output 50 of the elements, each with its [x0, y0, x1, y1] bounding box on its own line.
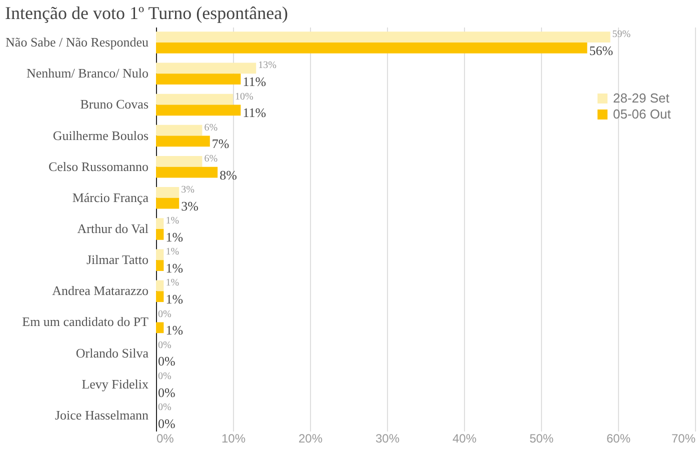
- y-tick-label: Nenhum/ Branco/ Nulo: [26, 66, 148, 81]
- data-label: 1%: [166, 278, 180, 289]
- data-label: 1%: [166, 246, 180, 258]
- data-label: 0%: [158, 402, 172, 414]
- data-label: 0%: [158, 340, 172, 351]
- y-tick-label: Guilherme Boulos: [52, 128, 148, 143]
- data-label: 1%: [166, 322, 184, 338]
- y-tick-label: Bruno Covas: [80, 96, 148, 112]
- y-tick-label: Levy Fidelix: [82, 376, 149, 392]
- data-label: 59%: [612, 29, 631, 40]
- x-tick-label: 40%: [452, 432, 477, 446]
- data-label: 3%: [181, 198, 199, 214]
- data-label: 11%: [242, 105, 266, 120]
- y-tick-label: Márcio França: [72, 190, 149, 205]
- x-tick-label: 30%: [375, 432, 400, 446]
- y-tick-label: Orlando Silva: [76, 345, 149, 360]
- y-tick-label: Joice Hasselmann: [54, 407, 149, 422]
- data-label: 1%: [166, 229, 184, 244]
- data-label: 0%: [158, 354, 176, 369]
- legend-label: 05-06 Out: [613, 106, 672, 122]
- data-label: 7%: [212, 136, 230, 152]
- data-label: 8%: [220, 167, 238, 182]
- x-tick-label: 50%: [529, 432, 554, 446]
- data-label: 1%: [166, 260, 184, 276]
- y-tick-label: Jilmar Tatto: [86, 252, 148, 268]
- data-label: 11%: [242, 74, 266, 90]
- legend-label: 28-29 Set: [613, 90, 670, 106]
- y-tick-label: Arthur do Val: [77, 221, 149, 236]
- y-tick-label: Em um candidato do PT: [22, 314, 149, 330]
- data-label: 3%: [181, 184, 194, 196]
- data-label: 0%: [158, 384, 176, 400]
- data-label: 6%: [204, 122, 218, 134]
- x-tick-label: 60%: [606, 432, 631, 446]
- data-label: 0%: [158, 370, 172, 382]
- data-label: 1%: [166, 216, 180, 227]
- data-label: 10%: [235, 91, 254, 102]
- data-label: 1%: [166, 292, 184, 307]
- data-label: 0%: [158, 416, 176, 431]
- data-label: 56%: [589, 42, 614, 58]
- x-tick-label: 70%: [671, 432, 696, 446]
- x-tick-label: 10%: [221, 432, 246, 446]
- data-label: 6%: [204, 153, 218, 164]
- y-tick-label: Andrea Matarazzo: [52, 283, 148, 298]
- data-label: 0%: [158, 308, 172, 320]
- chart-title: Intenção de voto 1º Turno (espontânea): [5, 3, 288, 23]
- x-tick-label: 20%: [298, 432, 323, 446]
- y-tick-label: Celso Russomanno: [48, 158, 148, 174]
- y-tick-label: Não Sabe / Não Respondeu: [6, 34, 149, 50]
- data-label: 13%: [258, 60, 276, 72]
- x-tick-label: 0%: [156, 432, 174, 446]
